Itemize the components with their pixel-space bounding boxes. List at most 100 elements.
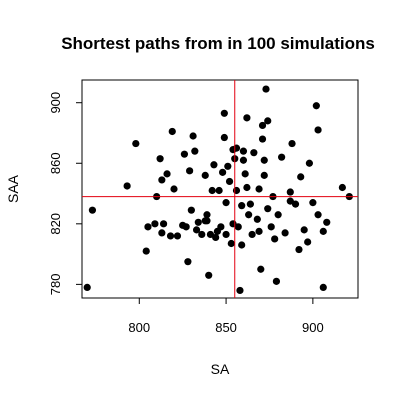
data-point — [180, 150, 189, 158]
data-point — [201, 171, 209, 179]
data-point — [260, 171, 268, 179]
data-point — [151, 220, 159, 228]
data-point — [245, 211, 253, 219]
data-point — [338, 183, 346, 192]
data-point — [203, 217, 211, 225]
data-point — [205, 271, 213, 279]
data-point — [305, 159, 313, 167]
data-point — [267, 223, 275, 231]
data-point — [217, 223, 225, 231]
data-point — [215, 186, 223, 195]
data-point — [212, 233, 220, 242]
data-point — [227, 239, 235, 248]
data-point — [300, 226, 308, 234]
y-tick-label: 860 — [48, 152, 63, 174]
data-point — [274, 211, 282, 219]
data-point — [210, 161, 218, 169]
y-tick-label: 780 — [48, 274, 63, 296]
data-point — [264, 205, 272, 213]
data-point — [323, 218, 331, 226]
data-point — [184, 258, 192, 266]
data-point — [314, 211, 322, 219]
data-point — [271, 235, 279, 243]
data-point — [243, 114, 251, 122]
data-point — [219, 168, 227, 176]
data-point — [224, 162, 232, 170]
data-point — [158, 176, 166, 184]
data-point — [258, 135, 267, 143]
data-point — [187, 206, 195, 214]
data-point — [203, 211, 211, 219]
x-axis: 800 850 900 — [128, 297, 324, 335]
data-point — [88, 206, 97, 214]
data-point — [286, 197, 294, 205]
data-point — [83, 283, 91, 292]
data-point — [309, 199, 317, 207]
data-point — [132, 139, 140, 148]
data-point — [253, 215, 261, 223]
data-point — [206, 230, 215, 239]
data-point — [281, 229, 289, 237]
data-point — [168, 127, 176, 136]
data-point — [243, 183, 251, 192]
data-point — [295, 245, 303, 254]
data-point — [246, 200, 254, 208]
data-point — [158, 229, 166, 237]
data-point — [191, 147, 199, 155]
data-point — [238, 202, 246, 210]
data-point — [314, 126, 322, 134]
data-point — [260, 156, 268, 164]
y-tick-label: 900 — [48, 92, 63, 114]
x-tick-label: 900 — [302, 320, 324, 335]
data-point — [123, 182, 131, 190]
data-point — [220, 109, 228, 117]
data-point — [241, 170, 249, 178]
data-point — [304, 238, 312, 246]
data-point — [319, 283, 327, 292]
data-point — [297, 173, 305, 181]
data-point — [163, 170, 171, 178]
chart-title: Shortest paths from in 100 simulations — [61, 34, 375, 53]
data-point — [264, 117, 272, 125]
y-axis: 780 820 860 900 — [48, 92, 83, 296]
data-point — [144, 223, 152, 231]
data-point — [198, 230, 206, 239]
x-axis-label: SA — [211, 361, 230, 377]
data-point — [239, 156, 248, 164]
x-tick-label: 850 — [215, 320, 237, 335]
data-point — [232, 144, 241, 152]
y-axis-label: SAA — [5, 174, 21, 203]
data-point — [220, 133, 228, 142]
data-point — [192, 226, 201, 234]
data-point — [278, 153, 286, 161]
data-point — [234, 223, 242, 231]
data-point — [222, 199, 230, 207]
data-point — [182, 223, 190, 231]
data-point — [159, 220, 168, 228]
data-point — [262, 85, 270, 93]
data-point — [142, 247, 150, 255]
data-point — [312, 102, 320, 110]
data-point — [166, 232, 175, 240]
data-point — [225, 177, 234, 186]
data-point — [319, 227, 327, 235]
data-point — [239, 147, 248, 155]
data-point — [170, 185, 178, 193]
data-point — [208, 186, 216, 195]
data-point — [173, 232, 182, 240]
data-point — [288, 139, 296, 148]
data-point — [222, 230, 230, 239]
data-point — [232, 186, 241, 195]
data-point — [156, 155, 164, 163]
data-point — [194, 218, 202, 226]
data-point — [186, 167, 194, 175]
x-tick-label: 800 — [128, 320, 150, 335]
data-point — [272, 277, 281, 285]
data-point — [238, 241, 246, 249]
data-point — [236, 286, 244, 295]
data-point — [257, 265, 265, 273]
data-point — [255, 185, 263, 193]
data-point — [258, 121, 267, 130]
reference-lines — [82, 80, 358, 298]
